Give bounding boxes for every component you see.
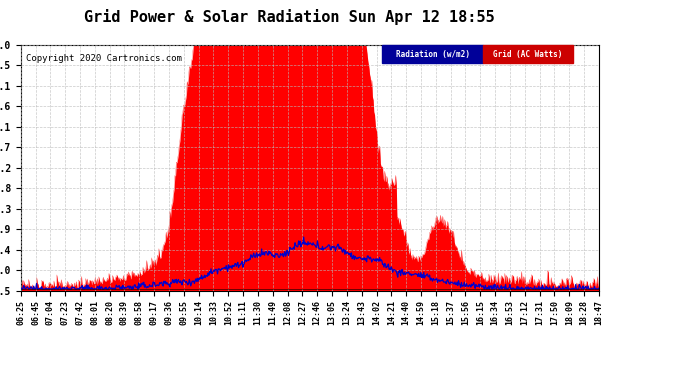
Text: Radiation (w/m2): Radiation (w/m2) xyxy=(395,50,470,59)
Text: Copyright 2020 Cartronics.com: Copyright 2020 Cartronics.com xyxy=(26,54,182,63)
Text: Grid (AC Watts): Grid (AC Watts) xyxy=(493,50,563,59)
Bar xyxy=(483,45,573,63)
Text: Grid Power & Solar Radiation Sun Apr 12 18:55: Grid Power & Solar Radiation Sun Apr 12 … xyxy=(84,9,495,26)
Bar xyxy=(382,45,483,63)
